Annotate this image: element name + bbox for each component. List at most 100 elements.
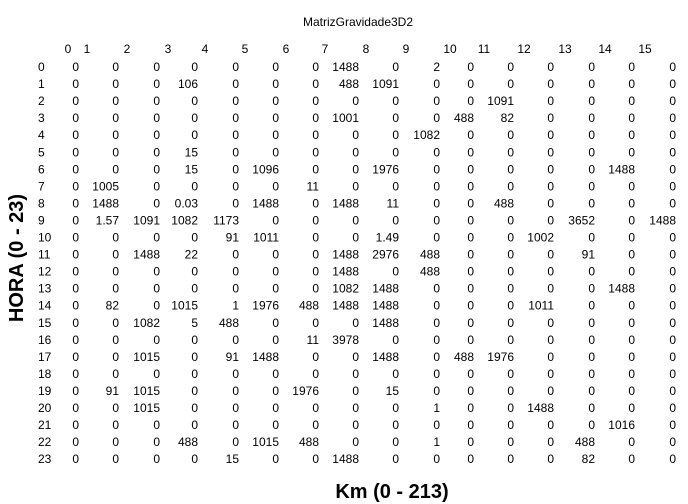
matrix-cell: 1015 [252,435,279,449]
matrix-cell: 0 [112,60,119,74]
matrix-cell: 91 [582,248,596,262]
matrix-cell: 1976 [292,384,319,398]
matrix-cell: 0 [467,299,474,313]
matrix-cell: 0 [72,367,79,381]
matrix-cell: 0 [433,333,440,347]
matrix-cell: 0 [628,179,635,193]
matrix-cell: 15 [185,162,199,176]
matrix-cell: 0 [272,214,279,228]
matrix-cell: 0 [272,248,279,262]
matrix-cell: 0 [272,60,279,74]
matrix-cell: 0 [392,179,399,193]
matrix-cell: 0 [628,316,635,330]
matrix-cell: 1082 [133,316,160,330]
matrix-cell: 91 [226,231,240,245]
matrix-cell: 0 [547,145,554,159]
matrix-cell: 488 [494,196,514,210]
matrix-cell: 0 [547,214,554,228]
y-tick-label: 17 [38,350,52,364]
matrix-cell: 0 [588,196,595,210]
matrix-cell: 488 [420,248,440,262]
matrix-cell: 0 [467,401,474,415]
matrix-cell: 0 [352,367,359,381]
matrix-cell: 0 [72,384,79,398]
y-tick-label: 10 [38,231,52,245]
y-tick-label: 7 [38,179,45,193]
matrix-cell: 15 [185,145,199,159]
matrix-cell: 0 [191,401,198,415]
matrix-cell: 0 [628,111,635,125]
matrix-cell: 1488 [608,162,635,176]
matrix-cell: 0 [72,128,79,142]
matrix-cell: 0 [507,333,514,347]
y-tick-label: 1 [38,77,45,91]
matrix-cell: 0 [312,94,319,108]
matrix-cell: 0 [312,282,319,296]
y-tick-label: 11 [38,248,51,262]
matrix-cell: 0 [547,248,554,262]
matrix-cell: 0 [112,452,119,466]
matrix-cell: 0 [272,77,279,91]
matrix-cell: 0 [191,111,198,125]
matrix-cell: 0 [112,367,119,381]
matrix-cell: 0 [272,418,279,432]
matrix-cell: 82 [501,111,515,125]
matrix-cell: 0 [352,435,359,449]
matrix-cell: 2 [433,60,440,74]
matrix-cell: 0 [112,145,119,159]
matrix-cell: 0 [433,282,440,296]
matrix-cells: 0 0 0 0 0 0 0 1488 0 2 0 0 0 0 0 00 0 0 106 0 0 0 488 1091 0 0 0 0 0… [72,60,676,466]
x-tick-label: 1 [84,42,91,56]
matrix-cell: 0 [547,60,554,74]
matrix-cell: 0 [232,401,239,415]
matrix-cell: 1488 [332,60,359,74]
x-tick-label: 2 [124,42,131,56]
matrix-cell: 0 [392,367,399,381]
matrix-cell: 0 [507,452,514,466]
matrix-cell: 0 [628,350,635,364]
matrix-cell: 0 [467,435,474,449]
matrix-cell: 0 [72,231,79,245]
matrix-cell: 0 [547,94,554,108]
matrix-cell: 0 [112,77,119,91]
matrix-cell: 3652 [568,214,595,228]
matrix-cell: 1091 [487,94,514,108]
matrix-cell: 0 [392,145,399,159]
matrix-cell: 0 [312,231,319,245]
matrix-cell: 0 [153,333,160,347]
matrix-cell: 0 [433,162,440,176]
matrix-cell: 0 [232,60,239,74]
matrix-cell: 0 [467,179,474,193]
matrix-cell: 0 [507,248,514,262]
matrix-cell: 0 [467,333,474,347]
matrix-cell: 0 [312,111,319,125]
matrix-cell: 0 [669,282,676,296]
matrix-cell: 0 [312,265,319,279]
matrix-cell: 0 [232,179,239,193]
matrix-cell: 1082 [413,128,440,142]
matrix-cell: 0 [392,128,399,142]
matrix-cell: 0 [628,128,635,142]
matrix-cell: 1488 [332,265,359,279]
matrix-cell: 0 [433,77,440,91]
matrix-cell: 0 [392,94,399,108]
matrix-cell: 0 [588,299,595,313]
matrix-cell: 0 [588,333,595,347]
matrix-cell: 0 [588,145,595,159]
matrix-cell: 0 [547,435,554,449]
matrix-cell: 1.49 [376,231,400,245]
matrix-cell: 0 [153,231,160,245]
matrix-cell: 0 [669,316,676,330]
x-tick-labels: 0 1 2 3 4 5 6 7 8 9 10 11 12 13 14 15 [65,42,652,56]
matrix-cell: 82 [582,452,596,466]
matrix-cell: 0 [72,179,79,193]
matrix-cell: 0 [352,401,359,415]
matrix-cell: 0 [547,350,554,364]
matrix-cell: 0 [312,162,319,176]
matrix-cell: 1 [433,401,440,415]
x-tick-label: 5 [242,42,249,56]
matrix-cell: 0 [191,452,198,466]
matrix-cell: 0 [628,94,635,108]
matrix-cell: 1488 [372,316,399,330]
